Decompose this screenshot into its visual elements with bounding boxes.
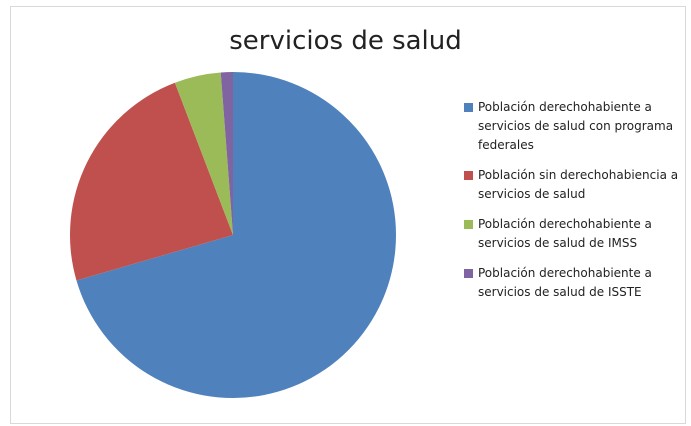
legend-label: Población derechohabiente a servicios de… (478, 217, 652, 250)
legend-item: Población sin derechohabiencia a servici… (462, 166, 687, 204)
legend-swatch (464, 220, 473, 229)
pie-slice (69, 82, 233, 281)
legend: Población derechohabiente a servicios de… (462, 98, 687, 313)
pie-slice (76, 72, 396, 398)
legend-label: Población sin derechohabiencia a servici… (478, 168, 679, 201)
legend-swatch (464, 103, 473, 112)
legend-item: Población derechohabiente a servicios de… (462, 264, 687, 302)
legend-swatch (464, 171, 473, 180)
legend-label: Población derechohabiente a servicios de… (478, 100, 674, 152)
legend-swatch (464, 269, 473, 278)
pie-slice (220, 72, 233, 235)
legend-item: Población derechohabiente a servicios de… (462, 98, 687, 155)
chart-frame (10, 6, 686, 424)
pie-slice (174, 72, 233, 235)
legend-label: Población derechohabiente a servicios de… (478, 266, 652, 299)
chart-title: servicios de salud (229, 26, 462, 56)
legend-item: Población derechohabiente a servicios de… (462, 215, 687, 253)
